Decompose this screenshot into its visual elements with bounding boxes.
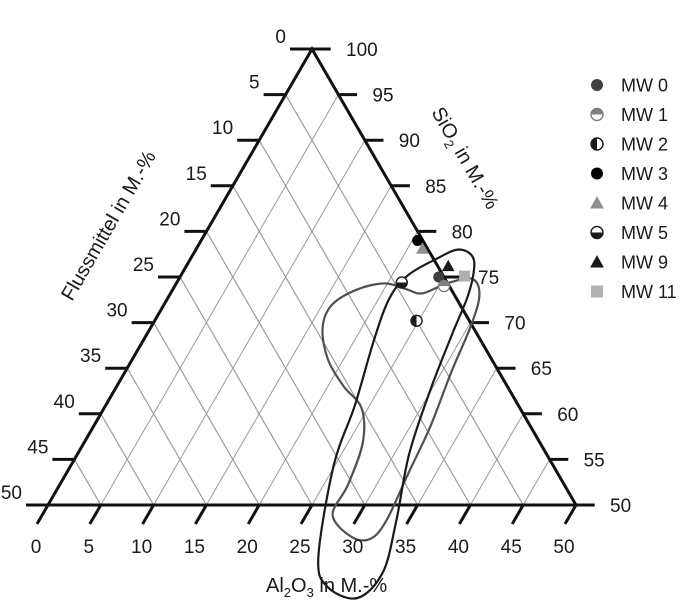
left-tick-label: 5 [249,73,260,94]
bottom-tick [35,504,50,525]
bottom-tick [194,504,208,525]
legend-marker [590,255,604,268]
right-tick-label: 75 [478,268,499,289]
grid-line [232,185,419,506]
right-tick-label: 90 [399,131,420,152]
right-tick-label: 80 [452,222,473,243]
right-tick-label: 60 [557,405,578,426]
grid-line [522,459,551,506]
grid-line [153,322,260,506]
data-point-mw-3 [412,235,424,247]
grid-line [126,367,207,506]
right-tick-label: 55 [584,450,605,471]
bottom-tick [88,504,103,525]
bottom-tick-label: 10 [131,537,152,558]
left-tick-label: 30 [106,301,127,322]
legend-label: MW 0 [621,76,668,96]
bottom-tick-label: 35 [395,537,416,558]
field-outer [321,276,481,542]
bottom-tick [141,504,155,525]
grid-line [258,139,471,506]
legend-label: MW 5 [621,223,668,243]
grid-line [100,94,339,506]
legend-marker [590,225,604,240]
grid-line [179,276,313,506]
left-tick-label: 0 [275,27,286,48]
composition-fields [317,248,481,600]
bottom-tick [299,504,314,525]
bottom-tick [405,504,419,525]
legend-marker [590,196,604,209]
legend-label: MW 11 [621,282,677,302]
right-tick-label: 85 [425,177,446,198]
bottom-tick [510,504,525,525]
left-tick-label: 15 [186,164,207,185]
data-point-mw-2 [410,314,423,327]
legend-label: MW 4 [621,194,668,214]
data-point-mw-4 [416,242,429,254]
left-tick-label: 20 [159,209,180,230]
bottom-tick [246,504,261,525]
legend-marker [590,107,604,122]
grid-line [417,367,498,506]
grid-line [100,413,155,506]
right-axis-title: SiO2 in M.-% [424,104,503,215]
bottom-tick-label: 20 [237,537,258,558]
legend-label: MW 1 [621,105,668,125]
legend-marker [590,137,604,151]
left-axis-title: Flussmittel in M.-% [57,147,161,304]
bottom-axis-title: Al2O3 in M.-% [266,575,387,600]
bottom-tick [352,504,367,525]
bottom-tick-label: 30 [342,537,363,558]
legend-marker [591,285,603,298]
right-tick-label: 65 [531,359,552,380]
right-tick-label: 100 [346,40,378,61]
left-tick-label: 40 [54,392,75,413]
grid-line [205,185,392,506]
right-tick-label: 95 [372,86,393,107]
legend-marker [591,79,603,91]
grid-line [205,231,366,506]
bottom-tick-label: 50 [553,537,574,558]
legend: MW 0 MW 1 MW 2 MW 3 MW 4 MW 5 MW 9 MW 11 [590,76,677,302]
data-point-mw-1 [437,279,451,293]
grid-line [73,459,102,506]
bottom-tick-label: 15 [184,537,205,558]
right-tick-label: 70 [504,314,525,335]
bottom-tick [563,504,578,525]
right-tick-label: 50 [610,496,631,517]
data-point-mw-11 [459,270,471,282]
left-tick-label: 50 [1,483,22,504]
tick-marks [26,47,595,525]
data-point-mw-9 [441,259,455,272]
data-points [395,235,471,327]
legend-label: MW 9 [621,253,668,273]
data-point-mw-0 [433,271,445,283]
legend-label: MW 2 [621,135,668,155]
legend-marker [591,167,603,180]
bottom-tick-label: 0 [31,537,42,558]
data-point-mw-5 [395,276,408,289]
left-tick-label: 45 [27,437,48,458]
bottom-tick-label: 45 [501,537,522,558]
tick-labels: 0 100 0 5 95 5 10 90 10 15 85 15 20 80 20 25 75 25 30 70 30 3… [1,27,631,558]
bottom-tick-label: 40 [448,537,469,558]
left-tick-label: 35 [80,346,101,367]
bottom-tick [458,504,472,525]
grid-line [285,94,524,506]
left-tick-label: 25 [133,255,154,276]
field-inner [317,248,476,600]
bottom-tick-label: 5 [84,537,95,558]
legend-label: MW 3 [621,164,668,184]
left-tick-label: 10 [212,118,233,139]
bottom-tick-label: 25 [289,537,310,558]
